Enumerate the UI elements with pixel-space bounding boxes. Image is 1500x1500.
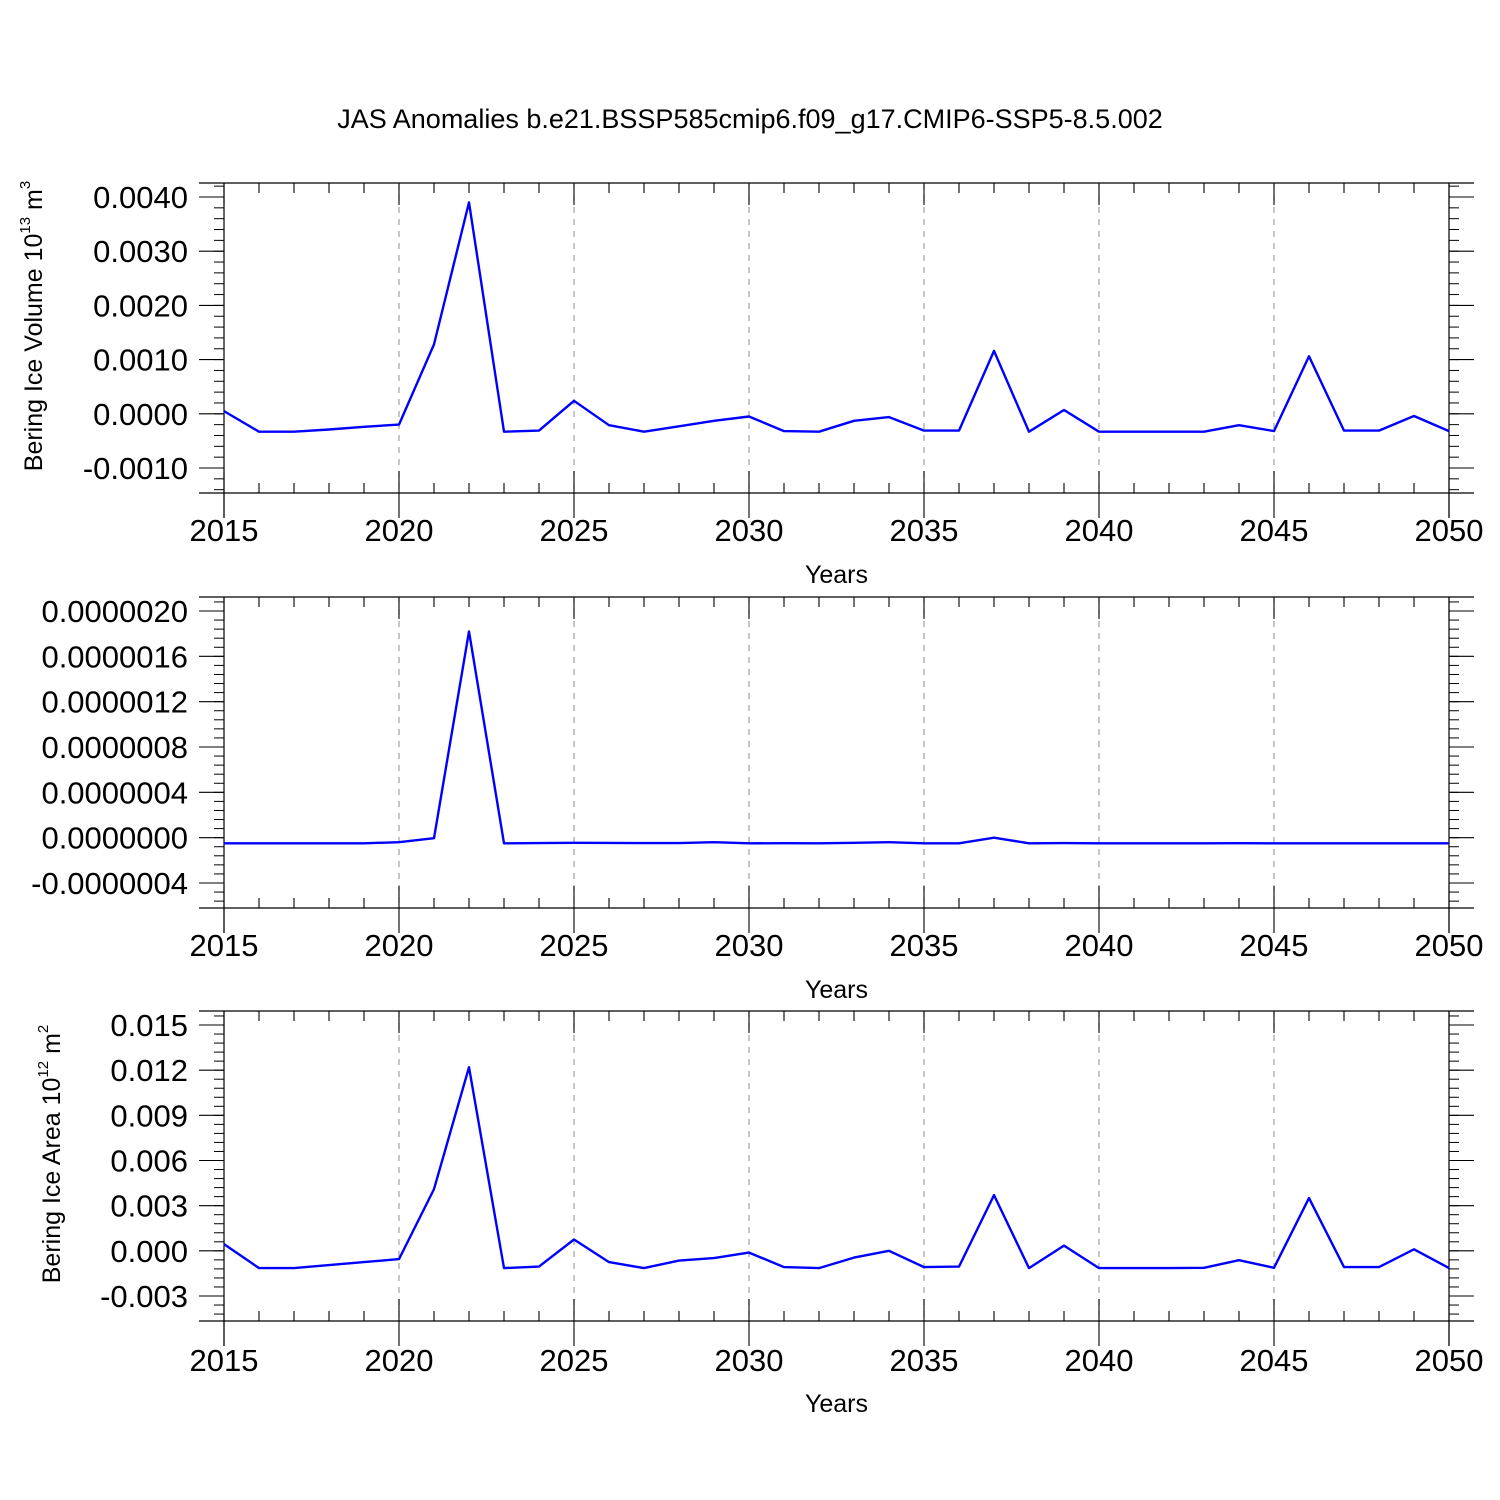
x-axis-label: Years bbox=[805, 561, 868, 589]
series-line bbox=[223, 1065, 1450, 1270]
panel-ice-area: 2015 2020 2025 2030 2035 2040 2045 2050 Years -0.… bbox=[35, 1008, 1483, 1418]
x-axis-label: Years bbox=[805, 1390, 868, 1418]
x-tick-label: 2030 bbox=[715, 928, 784, 963]
x-tick-label: 2050 bbox=[1415, 1343, 1484, 1378]
y-tick-label: 0.006 bbox=[110, 1144, 188, 1179]
x-tick-label: 2050 bbox=[1415, 928, 1484, 963]
y-tick-label: 0.0020 bbox=[93, 288, 188, 323]
x-tick-label: 2025 bbox=[540, 928, 609, 963]
y-axis-label: Bering Ice Volume 1013 m3 bbox=[17, 181, 48, 471]
series-line bbox=[224, 630, 1449, 845]
y-tick-label: 0.0000016 bbox=[41, 639, 188, 674]
y-tick-label: 0.015 bbox=[110, 1008, 188, 1043]
x-tick-label: 2020 bbox=[365, 1343, 434, 1378]
x-tick-label: 2045 bbox=[1240, 513, 1309, 548]
y-tick-label: 0.0000020 bbox=[41, 594, 188, 629]
y-tick-label: -0.0000004 bbox=[31, 866, 188, 901]
x-tick-label: 2035 bbox=[890, 513, 959, 548]
x-tick-label: 2025 bbox=[540, 1343, 609, 1378]
x-tick-label: 2050 bbox=[1415, 513, 1484, 548]
y-tick-label: 0.003 bbox=[110, 1189, 188, 1224]
y-tick-label: -0.003 bbox=[100, 1279, 188, 1314]
y-tick-label: 0.0040 bbox=[93, 180, 188, 215]
y-tick-label: 0.0000012 bbox=[41, 685, 188, 720]
x-tick-label: 2045 bbox=[1240, 928, 1309, 963]
y-tick-label: 0.009 bbox=[110, 1098, 188, 1133]
x-tick-label: 2015 bbox=[190, 513, 259, 548]
series-line bbox=[223, 201, 1450, 433]
y-tick-label: -0.0010 bbox=[83, 451, 188, 486]
x-tick-label: 2030 bbox=[715, 1343, 784, 1378]
x-tick-label: 2040 bbox=[1065, 1343, 1134, 1378]
y-tick-label: 0.012 bbox=[110, 1053, 188, 1088]
x-tick-label: 2035 bbox=[890, 928, 959, 963]
x-tick-label: 2045 bbox=[1240, 1343, 1309, 1378]
x-tick-label: 2015 bbox=[190, 928, 259, 963]
y-tick-label: 0.0010 bbox=[93, 343, 188, 378]
y-axis-label: Bering Ice Area 1012 m2 bbox=[35, 1025, 66, 1284]
x-tick-label: 2040 bbox=[1065, 928, 1134, 963]
panel-middle: 2015 2020 2025 2030 2035 2040 2045 2050 Years -0.… bbox=[31, 594, 1483, 1004]
y-tick-label: 0.0000000 bbox=[41, 821, 188, 856]
x-tick-label: 2025 bbox=[540, 513, 609, 548]
x-tick-label: 2040 bbox=[1065, 513, 1134, 548]
x-tick-label: 2035 bbox=[890, 1343, 959, 1378]
figure-title: JAS Anomalies b.e21.BSSP585cmip6.f09_g17… bbox=[337, 104, 1163, 134]
y-tick-label: 0.000 bbox=[110, 1234, 188, 1269]
y-tick-label: 0.0000008 bbox=[41, 730, 188, 765]
y-tick-label: 0.0000 bbox=[93, 397, 188, 432]
x-axis-label: Years bbox=[805, 976, 868, 1004]
x-tick-label: 2030 bbox=[715, 513, 784, 548]
x-tick-label: 2015 bbox=[190, 1343, 259, 1378]
y-tick-label: 0.0000004 bbox=[41, 775, 188, 810]
y-tick-label: 0.0030 bbox=[93, 234, 188, 269]
x-tick-label: 2020 bbox=[365, 513, 434, 548]
x-tick-label: 2020 bbox=[365, 928, 434, 963]
panel-ice-volume: 2015 2020 2025 2030 2035 2040 2045 2050 Years -0.… bbox=[17, 180, 1483, 589]
